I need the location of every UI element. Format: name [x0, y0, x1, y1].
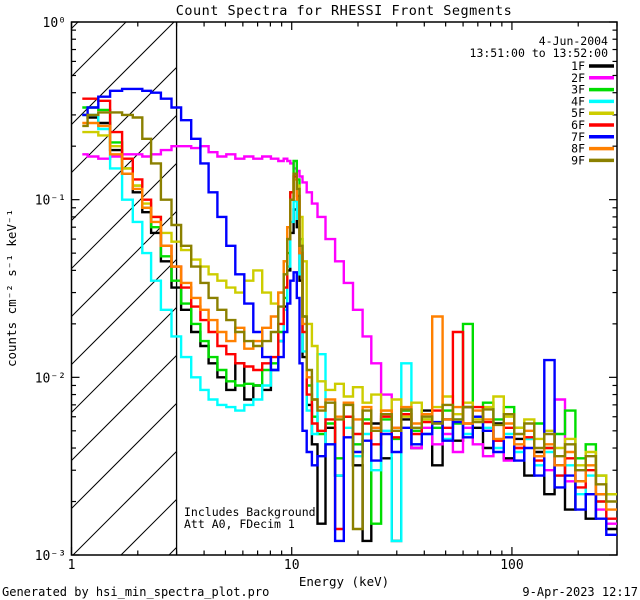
legend-entry-3F: 3F: [571, 83, 614, 97]
legend-label: 7F: [571, 130, 585, 144]
note-includes-background: Includes Background: [184, 505, 316, 519]
x-tick-label: 1: [68, 558, 76, 573]
y-axis-label: counts cm⁻² s⁻¹ keV⁻¹: [4, 209, 19, 367]
x-axis-label: Energy (keV): [299, 574, 389, 589]
legend-label: 4F: [571, 94, 585, 108]
x-tick-label: 10: [284, 558, 300, 573]
footer-timestamp: 9-Apr-2023 12:17: [522, 585, 638, 599]
y-tick-label: 10⁻¹: [35, 194, 66, 209]
axis-ticks: 1 10 100 10⁰ 10⁻¹ 10⁻² 10⁻³: [35, 16, 618, 573]
legend-entry-4F: 4F: [571, 94, 614, 108]
legend-label: 3F: [571, 83, 585, 97]
note-attenuator: Att A0, FDecim 1: [184, 517, 295, 531]
legend-entry-9F: 9F: [571, 153, 614, 167]
legend-entry-7F: 7F: [571, 130, 614, 144]
legend-label: 1F: [571, 59, 585, 73]
legend-entry-2F: 2F: [571, 71, 614, 85]
series-7F-line: [82, 87, 617, 543]
y-tick-label: 10⁻²: [35, 371, 66, 386]
legend-entry-6F: 6F: [571, 118, 614, 132]
y-tick-label: 10⁰: [43, 16, 66, 31]
plot-title: Count Spectra for RHESSI Front Segments: [176, 3, 512, 19]
series-5F-line: [82, 130, 617, 496]
legend-entry-5F: 5F: [571, 106, 614, 120]
obs-date: 4-Jun-2004: [539, 34, 608, 48]
legend-label: 5F: [571, 106, 585, 120]
footer-generator: Generated by hsi_min_spectra_plot.pro: [2, 585, 269, 599]
series-2F-line: [82, 145, 617, 525]
series-4F-line: [82, 113, 617, 543]
series-9F-line: [82, 111, 617, 531]
legend-label: 6F: [571, 118, 585, 132]
legend-entry-1F: 1F: [571, 59, 614, 73]
x-tick-label: 100: [500, 558, 523, 573]
legend-entry-8F: 8F: [571, 142, 614, 156]
legend-label: 8F: [571, 142, 585, 156]
y-tick-label: 10⁻³: [35, 549, 66, 564]
spectra-series: [82, 87, 617, 543]
obs-time-range: 13:51:00 to 13:52:00: [470, 46, 609, 60]
legend-label: 9F: [571, 153, 585, 167]
series-1F-line: [82, 113, 617, 543]
legend-label: 2F: [571, 71, 585, 85]
